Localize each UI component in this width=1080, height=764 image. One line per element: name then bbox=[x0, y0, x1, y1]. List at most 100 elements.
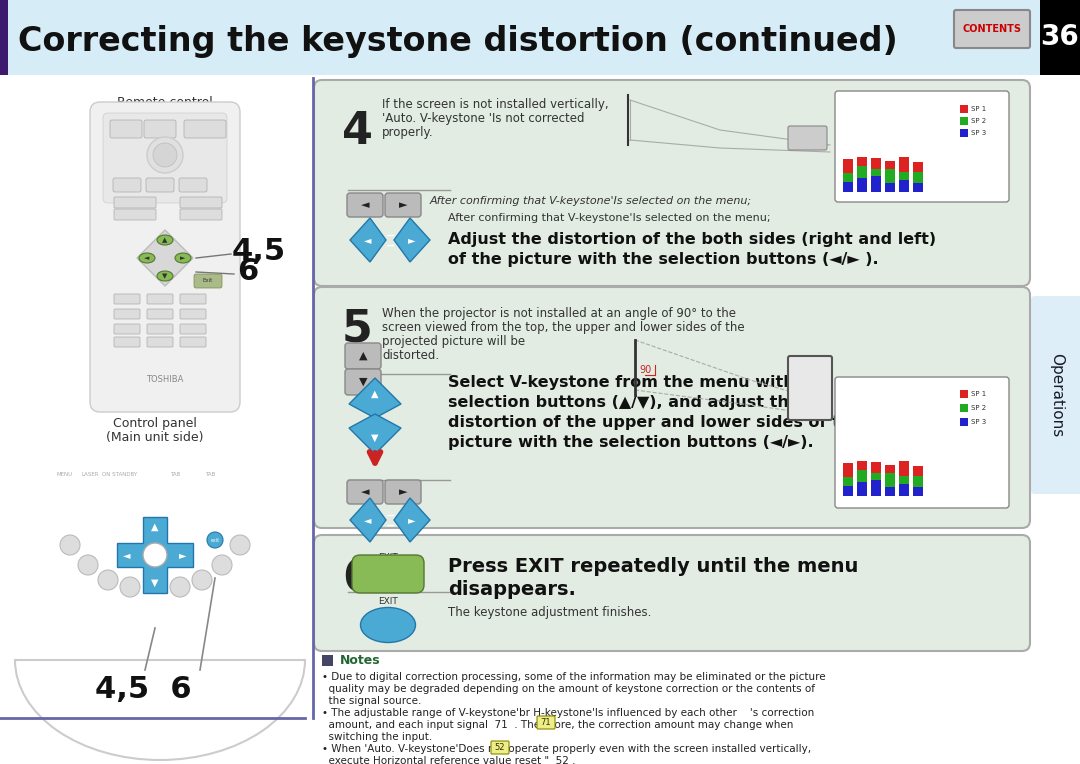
Text: TAB: TAB bbox=[205, 472, 215, 478]
FancyBboxPatch shape bbox=[384, 480, 421, 504]
Circle shape bbox=[120, 577, 140, 597]
Text: ►: ► bbox=[408, 515, 416, 525]
Text: Notes: Notes bbox=[340, 655, 380, 668]
Text: projected picture will be: projected picture will be bbox=[382, 335, 525, 348]
Text: distorted.: distorted. bbox=[382, 349, 440, 362]
Bar bbox=[913, 162, 923, 172]
FancyBboxPatch shape bbox=[114, 209, 156, 220]
Circle shape bbox=[147, 137, 183, 173]
FancyBboxPatch shape bbox=[90, 102, 240, 412]
Text: ▼: ▼ bbox=[372, 433, 379, 443]
FancyBboxPatch shape bbox=[347, 480, 383, 504]
Text: ▲: ▲ bbox=[162, 237, 167, 243]
Bar bbox=[870, 462, 881, 473]
Bar bbox=[913, 183, 923, 192]
Text: 4: 4 bbox=[342, 110, 373, 153]
FancyBboxPatch shape bbox=[184, 120, 226, 138]
Bar bbox=[913, 476, 923, 487]
Bar bbox=[960, 117, 968, 125]
Text: MENU: MENU bbox=[57, 472, 73, 478]
Bar bbox=[843, 477, 853, 486]
FancyBboxPatch shape bbox=[537, 716, 555, 729]
FancyBboxPatch shape bbox=[835, 377, 1009, 508]
Text: TAB: TAB bbox=[170, 472, 180, 478]
Text: Correcting the keystone distortion (continued): Correcting the keystone distortion (cont… bbox=[18, 25, 897, 59]
Text: switching the input.: switching the input. bbox=[322, 732, 432, 742]
Text: Press EXIT repeatedly until the menu: Press EXIT repeatedly until the menu bbox=[448, 557, 859, 576]
Text: ►: ► bbox=[399, 200, 407, 210]
Bar bbox=[960, 105, 968, 113]
FancyBboxPatch shape bbox=[491, 741, 509, 754]
Polygon shape bbox=[349, 378, 401, 418]
Text: 6: 6 bbox=[342, 557, 373, 600]
Text: quality may be degraded depending on the amount of keystone correction or the co: quality may be degraded depending on the… bbox=[322, 684, 815, 694]
Text: Control panel: Control panel bbox=[113, 417, 197, 430]
Text: execute Horizontal reference value reset "  52 .: execute Horizontal reference value reset… bbox=[322, 756, 576, 764]
Bar bbox=[960, 404, 968, 412]
Text: ▲: ▲ bbox=[359, 351, 367, 361]
Text: screen viewed from the top, the upper and lower sides of the: screen viewed from the top, the upper an… bbox=[382, 321, 744, 334]
FancyBboxPatch shape bbox=[114, 197, 156, 208]
Bar bbox=[858, 482, 867, 496]
Text: 52: 52 bbox=[495, 743, 505, 752]
Text: ◄: ◄ bbox=[364, 515, 372, 525]
FancyBboxPatch shape bbox=[180, 209, 222, 220]
Bar bbox=[960, 418, 968, 426]
Text: ◄: ◄ bbox=[361, 200, 369, 210]
Text: the signal source.: the signal source. bbox=[322, 696, 421, 706]
FancyBboxPatch shape bbox=[110, 120, 141, 138]
Polygon shape bbox=[117, 517, 193, 593]
FancyBboxPatch shape bbox=[147, 294, 173, 304]
FancyBboxPatch shape bbox=[147, 324, 173, 334]
Bar bbox=[899, 172, 909, 180]
FancyBboxPatch shape bbox=[103, 113, 227, 203]
Bar bbox=[843, 486, 853, 496]
FancyBboxPatch shape bbox=[144, 120, 176, 138]
Circle shape bbox=[78, 555, 98, 575]
Text: 36: 36 bbox=[1041, 23, 1079, 51]
Text: Exit: Exit bbox=[203, 279, 213, 283]
Text: ◄: ◄ bbox=[364, 235, 372, 245]
Text: SP 1: SP 1 bbox=[971, 391, 986, 397]
Text: ►: ► bbox=[399, 487, 407, 497]
Text: 4,5: 4,5 bbox=[232, 238, 286, 267]
Polygon shape bbox=[394, 498, 430, 542]
FancyBboxPatch shape bbox=[347, 193, 383, 217]
Bar bbox=[858, 157, 867, 166]
FancyBboxPatch shape bbox=[345, 369, 381, 395]
Text: After confirming that V-keystone'Is selected on the menu;: After confirming that V-keystone'Is sele… bbox=[448, 213, 770, 223]
Bar bbox=[899, 461, 909, 476]
Text: The keystone adjustment finishes.: The keystone adjustment finishes. bbox=[448, 606, 651, 619]
Bar bbox=[885, 183, 895, 192]
Text: properly.: properly. bbox=[382, 126, 434, 139]
Text: 90: 90 bbox=[639, 365, 652, 375]
FancyBboxPatch shape bbox=[788, 126, 827, 150]
Text: ►: ► bbox=[408, 235, 416, 245]
Circle shape bbox=[60, 535, 80, 555]
FancyBboxPatch shape bbox=[180, 294, 206, 304]
FancyBboxPatch shape bbox=[114, 309, 140, 319]
Circle shape bbox=[230, 535, 249, 555]
Text: LASER: LASER bbox=[81, 472, 98, 478]
Circle shape bbox=[192, 570, 212, 590]
Bar bbox=[843, 463, 853, 477]
FancyBboxPatch shape bbox=[0, 0, 1040, 75]
Text: Operations: Operations bbox=[1050, 353, 1065, 437]
Bar bbox=[870, 158, 881, 169]
Bar bbox=[843, 173, 853, 182]
FancyBboxPatch shape bbox=[180, 324, 206, 334]
Bar bbox=[899, 484, 909, 496]
Text: 71: 71 bbox=[541, 718, 551, 727]
Text: EXIT: EXIT bbox=[378, 553, 397, 562]
Ellipse shape bbox=[157, 235, 173, 245]
Text: • The adjustable range of V-keystone'br H-keystone'Is influenced by each other  : • The adjustable range of V-keystone'br … bbox=[322, 708, 814, 718]
Bar bbox=[913, 466, 923, 476]
Text: of the picture with the selection buttons (◄/► ).: of the picture with the selection button… bbox=[448, 252, 879, 267]
FancyBboxPatch shape bbox=[114, 337, 140, 347]
Text: SP 1: SP 1 bbox=[971, 106, 986, 112]
Text: distortion of the upper and lower sides of the: distortion of the upper and lower sides … bbox=[448, 415, 862, 430]
Text: SP 3: SP 3 bbox=[971, 419, 986, 425]
FancyBboxPatch shape bbox=[146, 178, 174, 192]
Text: amount, and each input signal  71  . Therefore, the correction amount may change: amount, and each input signal 71 . There… bbox=[322, 720, 794, 730]
Bar bbox=[322, 655, 333, 666]
